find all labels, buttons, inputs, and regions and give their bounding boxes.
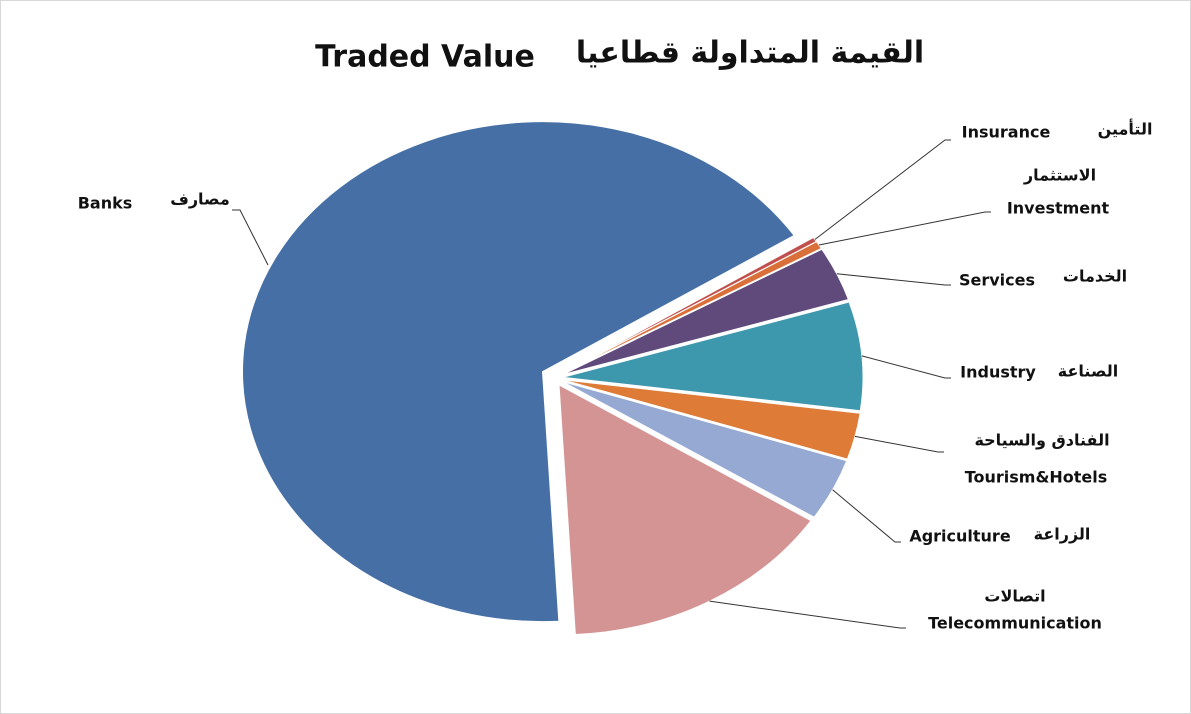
slice-label: Agriculture	[909, 527, 1011, 546]
slice-label: Telecommunication	[928, 614, 1102, 633]
slice-label: Investment	[1007, 199, 1110, 218]
pie-slice	[561, 380, 848, 518]
pie-slice	[562, 248, 850, 376]
pie-slice	[562, 301, 864, 412]
pie-slice	[242, 121, 795, 623]
leader-line	[814, 139, 951, 240]
chart-title: Traded Value	[315, 40, 535, 75]
leader-line	[709, 600, 906, 629]
leader-line	[818, 211, 991, 246]
slice-label: Services	[959, 271, 1035, 290]
slice-label-ar: الزراعة	[1034, 525, 1091, 544]
slice-label-ar: اتصالات	[984, 587, 1045, 606]
slice-label-ar: الصناعة	[1058, 362, 1118, 381]
leader-line	[854, 435, 944, 453]
slice-label-ar: التأمين	[1098, 119, 1153, 139]
slice-label: Tourism&Hotels	[965, 468, 1108, 487]
leader-line	[232, 209, 269, 266]
slice-label-ar: الخدمات	[1063, 267, 1127, 286]
leader-line	[832, 489, 901, 543]
slice-label: Industry	[960, 363, 1036, 382]
slice-label-ar: الفنادق والسياحة	[974, 431, 1109, 450]
pie-slice	[562, 379, 861, 460]
slice-label-ar: مصارف	[170, 190, 229, 209]
slice-label: Insurance	[962, 123, 1051, 142]
pie-slice	[558, 384, 812, 636]
chart-title-ar: القيمة المتداولة قطاعيا	[576, 36, 924, 71]
leader-line	[836, 273, 951, 286]
leader-line	[861, 355, 951, 379]
slice-label-ar: الاستثمار	[1023, 166, 1096, 185]
slice-label: Banks	[78, 194, 133, 213]
